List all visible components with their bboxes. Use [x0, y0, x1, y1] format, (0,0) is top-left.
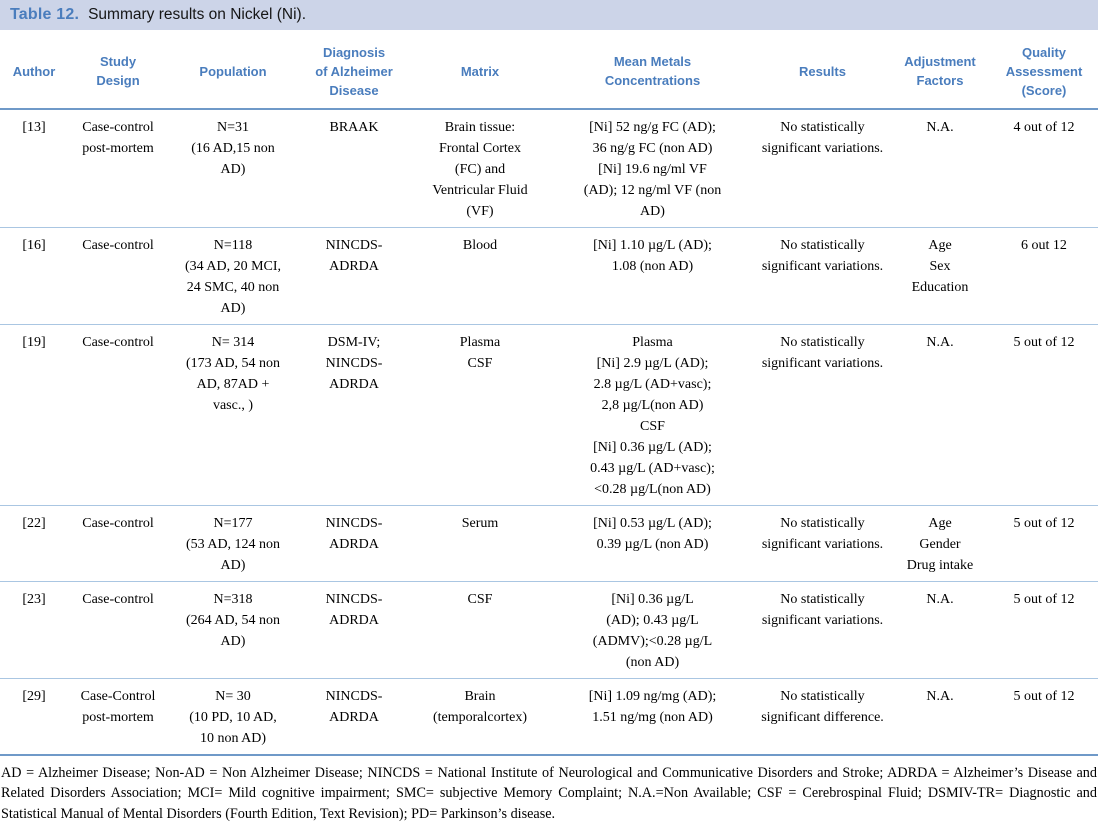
- cell-study-design: Case-control post-mortem: [82, 119, 154, 156]
- table-row: [22] Case-control N=177 (53 AD, 124 non …: [0, 505, 1098, 581]
- cell-author: [23]: [22, 591, 46, 607]
- col-header-author: Author: [12, 63, 56, 79]
- cell-results: No statistically significant difference.: [761, 688, 884, 725]
- table-number-label: Table 12.: [10, 6, 80, 23]
- table-caption: Summary results on Nickel (Ni).: [88, 6, 306, 23]
- cell-author: [16]: [22, 237, 46, 253]
- col-header-adjustment: Adjustment Factors: [904, 54, 976, 89]
- col-header-concentrations: Mean Metals Concentrations: [604, 54, 701, 89]
- cell-quality: 6 out 12: [1021, 237, 1067, 253]
- cell-matrix: Plasma CSF: [459, 334, 501, 371]
- cell-study-design: Case-control: [82, 515, 154, 531]
- table-row: [29] Case-Control post-mortem N= 30 (10 …: [0, 678, 1098, 755]
- cell-population: N=177 (53 AD, 124 non AD): [185, 515, 281, 573]
- table-row: [13] Case-control post-mortem N=31 (16 A…: [0, 109, 1098, 228]
- cell-author: [19]: [22, 334, 46, 350]
- col-header-results: Results: [799, 63, 846, 79]
- cell-results: No statistically significant variations.: [761, 334, 884, 371]
- cell-diagnosis: NINCDS- ADRDA: [325, 237, 383, 274]
- cell-concentrations: [Ni] 1.10 µg/L (AD); 1.08 (non AD): [593, 237, 712, 274]
- cell-results: No statistically significant variations.: [761, 237, 884, 274]
- cell-adjustment: N.A.: [926, 119, 954, 135]
- table-title-bar: Table 12. Summary results on Nickel (Ni)…: [0, 0, 1098, 30]
- col-header-quality: Quality Assessment (Score): [1005, 45, 1083, 98]
- cell-results: No statistically significant variations.: [761, 591, 884, 628]
- cell-matrix: Brain tissue: Frontal Cortex (FC) and Ve…: [432, 119, 528, 219]
- table-body: [13] Case-control post-mortem N=31 (16 A…: [0, 109, 1098, 755]
- table-row: [16] Case-control N=118 (34 AD, 20 MCI, …: [0, 227, 1098, 324]
- cell-matrix: Blood: [462, 237, 498, 253]
- cell-adjustment: N.A.: [926, 688, 954, 704]
- cell-study-design: Case-control: [82, 591, 154, 607]
- cell-diagnosis: NINCDS- ADRDA: [325, 688, 383, 725]
- cell-population: N=318 (264 AD, 54 non AD): [185, 591, 281, 649]
- cell-adjustment: N.A.: [926, 591, 954, 607]
- cell-diagnosis: NINCDS- ADRDA: [325, 591, 383, 628]
- cell-study-design: Case-control: [82, 334, 154, 350]
- cell-concentrations: [Ni] 0.36 µg/L (AD); 0.43 µg/L (ADMV);<0…: [592, 591, 713, 670]
- cell-population: N= 30 (10 PD, 10 AD, 10 non AD): [189, 688, 277, 746]
- cell-concentrations: [Ni] 52 ng/g FC (AD); 36 ng/g FC (non AD…: [583, 119, 722, 219]
- cell-matrix: CSF: [467, 591, 493, 607]
- table-row: [19] Case-control N= 314 (173 AD, 54 non…: [0, 324, 1098, 505]
- cell-diagnosis: NINCDS- ADRDA: [325, 515, 383, 552]
- cell-adjustment: N.A.: [926, 334, 954, 350]
- cell-quality: 5 out of 12: [1013, 591, 1075, 607]
- cell-quality: 5 out of 12: [1013, 688, 1075, 704]
- table-row: [23] Case-control N=318 (264 AD, 54 non …: [0, 581, 1098, 678]
- cell-concentrations: Plasma [Ni] 2.9 µg/L (AD); 2.8 µg/L (AD+…: [590, 334, 715, 497]
- cell-results: No statistically significant variations.: [761, 515, 884, 552]
- col-header-study-design: Study Design: [96, 54, 140, 89]
- col-header-population: Population: [199, 63, 267, 79]
- cell-diagnosis: DSM-IV; NINCDS- ADRDA: [325, 334, 383, 392]
- abbreviations-footnote: AD = Alzheimer Disease; Non-AD = Non Alz…: [1, 764, 1097, 823]
- cell-quality: 4 out of 12: [1013, 119, 1075, 135]
- cell-adjustment: Age Sex Education: [911, 237, 969, 295]
- cell-population: N=118 (34 AD, 20 MCI, 24 SMC, 40 non AD): [184, 237, 282, 316]
- cell-study-design: Case-Control post-mortem: [80, 688, 156, 725]
- table-header-row: Author Study Design Population Diagnosis…: [0, 39, 1098, 109]
- cell-concentrations: [Ni] 0.53 µg/L (AD); 0.39 µg/L (non AD): [593, 515, 712, 552]
- cell-quality: 5 out of 12: [1013, 515, 1075, 531]
- cell-population: N= 314 (173 AD, 54 non AD, 87AD + vasc.,…: [185, 334, 281, 413]
- summary-table: Author Study Design Population Diagnosis…: [0, 39, 1098, 756]
- cell-concentrations: [Ni] 1.09 ng/mg (AD); 1.51 ng/mg (non AD…: [588, 688, 717, 725]
- cell-adjustment: Age Gender Drug intake: [906, 515, 974, 573]
- cell-matrix: Brain (temporalcortex): [432, 688, 528, 725]
- cell-author: [29]: [22, 688, 46, 704]
- cell-quality: 5 out of 12: [1013, 334, 1075, 350]
- cell-author: [13]: [22, 119, 46, 135]
- col-header-matrix: Matrix: [460, 63, 500, 79]
- cell-diagnosis: BRAAK: [329, 119, 379, 135]
- cell-results: No statistically significant variations.: [761, 119, 884, 156]
- col-header-diagnosis: Diagnosis of Alzheimer Disease: [315, 45, 393, 98]
- cell-author: [22]: [22, 515, 46, 531]
- cell-population: N=31 (16 AD,15 non AD): [191, 119, 275, 177]
- cell-matrix: Serum: [461, 515, 499, 531]
- cell-study-design: Case-control: [82, 237, 154, 253]
